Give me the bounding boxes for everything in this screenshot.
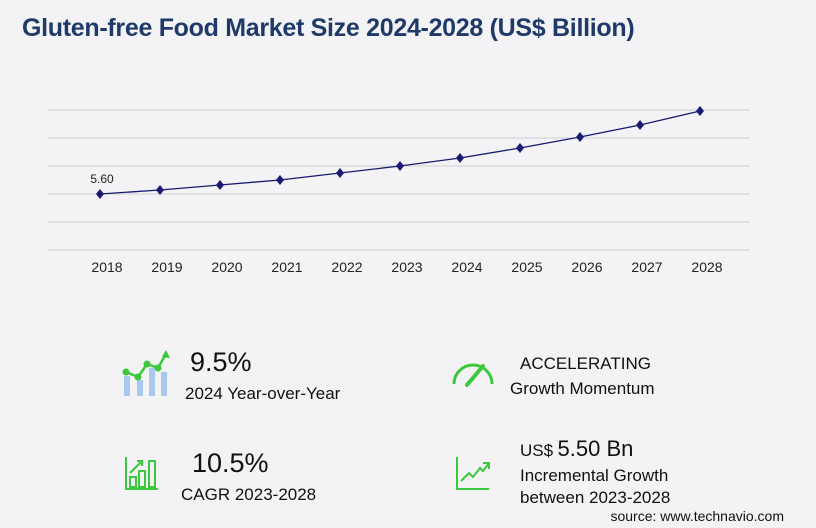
cagr-label: CAGR 2023-2028 — [181, 485, 317, 504]
x-tick-label: 2025 — [511, 259, 542, 275]
x-tick-label: 2024 — [451, 259, 482, 275]
x-tick-label: 2018 — [91, 259, 122, 275]
data-point — [96, 189, 104, 199]
x-tick-label: 2019 — [151, 259, 182, 275]
data-point — [456, 153, 464, 163]
data-point — [336, 168, 344, 178]
chart-title: Gluten-free Food Market Size 2024-2028 (… — [22, 14, 635, 42]
incr-value: 5.50 Bn — [557, 436, 634, 461]
cagr-value: 10.5% — [192, 448, 269, 478]
x-tick-label: 2020 — [211, 259, 242, 275]
incr-label-2: between 2023-2028 — [520, 488, 671, 507]
data-point — [396, 161, 404, 171]
data-point — [636, 120, 644, 130]
incremental-value-row: US$ 5.50 Bn — [520, 436, 633, 462]
data-point — [276, 175, 284, 185]
x-tick-label: 2022 — [331, 259, 362, 275]
yoy-value: 9.5% — [190, 347, 252, 377]
data-point — [156, 185, 164, 195]
data-point — [696, 106, 704, 116]
data-point — [516, 143, 524, 153]
yoy-label: 2024 Year-over-Year — [185, 384, 341, 403]
cagr-icon — [124, 455, 158, 496]
data-point — [216, 180, 224, 190]
x-tick-label: 2021 — [271, 259, 302, 275]
momentum-label: Growth Momentum — [510, 379, 655, 398]
x-tick-label: 2026 — [571, 259, 602, 275]
line-chart: 2018 5.60 2019 2020 2021 2022 2023 2024 2025 2026… — [48, 106, 750, 275]
incr-prefix: US$ — [520, 441, 554, 460]
yoy-icon — [120, 350, 170, 403]
speedometer-icon — [450, 358, 496, 393]
x-tick-label: 2027 — [631, 259, 662, 275]
data-label: 5.60 — [90, 172, 114, 186]
x-tick-label: 2023 — [391, 259, 422, 275]
x-tick-label: 2028 — [691, 259, 722, 275]
momentum-value: ACCELERATING — [520, 354, 651, 373]
incr-label-1: Incremental Growth — [520, 466, 669, 485]
data-point — [576, 132, 584, 142]
series-line — [99, 110, 701, 195]
growth-chart-icon — [455, 455, 491, 496]
source-note: source: www.technavio.com — [610, 508, 784, 524]
